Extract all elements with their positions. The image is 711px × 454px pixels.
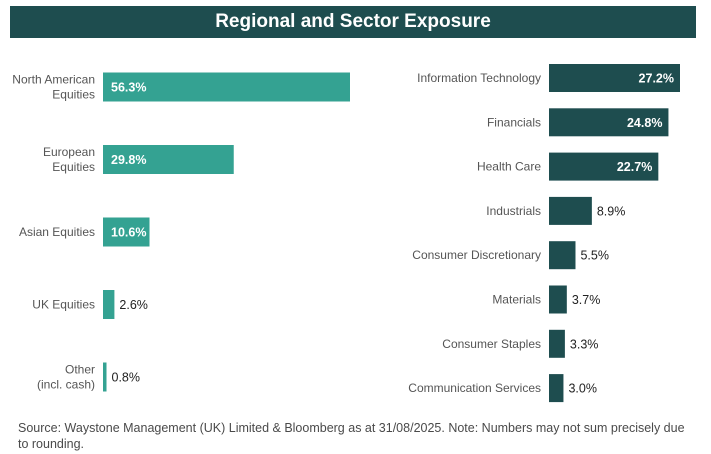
source-note: Source: Waystone Management (UK) Limited… [18, 421, 685, 451]
chart-title: Regional and Sector Exposure [215, 11, 491, 32]
category-label-industrials: Industrials [486, 204, 541, 218]
value-label-asian-equities: 10.6% [111, 226, 146, 240]
category-label-communication-services: Communication Services [408, 381, 541, 395]
category-label-consumer-discretionary: Consumer Discretionary [412, 248, 541, 262]
value-label-north-american-equities: 56.3% [111, 81, 146, 95]
value-label-consumer-staples: 3.3% [570, 337, 599, 351]
value-label-european-equities: 29.8% [111, 153, 146, 167]
value-label-industrials: 8.9% [597, 204, 626, 218]
category-label-european-equities: European Equities [43, 145, 95, 174]
bar-european-equities [103, 145, 234, 174]
category-label-other-incl-cash: Other (incl. cash) [37, 363, 95, 392]
category-label-north-american-equities: North American Equities [12, 73, 95, 102]
bar-industrials [549, 196, 592, 225]
bar-consumer-discretionary [549, 241, 576, 270]
sector-exposure-chart: Information Technology 27.2% Financials 24.… [408, 64, 680, 403]
bar-consumer-staples [549, 329, 565, 358]
category-label-health-care: Health Care [477, 160, 541, 174]
bar-materials [549, 285, 567, 314]
category-label-uk-equities: UK Equities [32, 298, 95, 312]
title-background [10, 6, 696, 38]
category-label-consumer-staples: Consumer Staples [442, 337, 541, 351]
regional-exposure-chart: North American Equities 56.3% European Equit… [12, 72, 350, 392]
bar-other-incl-cash [103, 362, 107, 392]
bar-uk-equities [103, 290, 115, 319]
value-label-health-care: 22.7% [617, 160, 652, 174]
value-label-consumer-discretionary: 5.5% [580, 249, 609, 263]
bar-north-american-equities [103, 72, 350, 102]
bar-financials [549, 108, 669, 137]
category-label-information-technology: Information Technology [417, 71, 541, 85]
bar-asian-equities [103, 217, 150, 247]
value-label-information-technology: 27.2% [639, 72, 674, 86]
value-label-materials: 3.7% [572, 293, 601, 307]
value-label-communication-services: 3.0% [568, 382, 597, 396]
value-label-financials: 24.8% [627, 116, 662, 130]
value-label-uk-equities: 2.6% [119, 298, 147, 312]
value-label-other-incl-cash: 0.8% [112, 371, 141, 385]
bar-information-technology [549, 64, 680, 92]
bar-health-care [549, 152, 659, 181]
category-label-asian-equities: Asian Equities [19, 225, 95, 239]
category-label-financials: Financials [487, 115, 541, 129]
bar-communication-services [549, 374, 564, 403]
category-label-materials: Materials [492, 293, 541, 307]
